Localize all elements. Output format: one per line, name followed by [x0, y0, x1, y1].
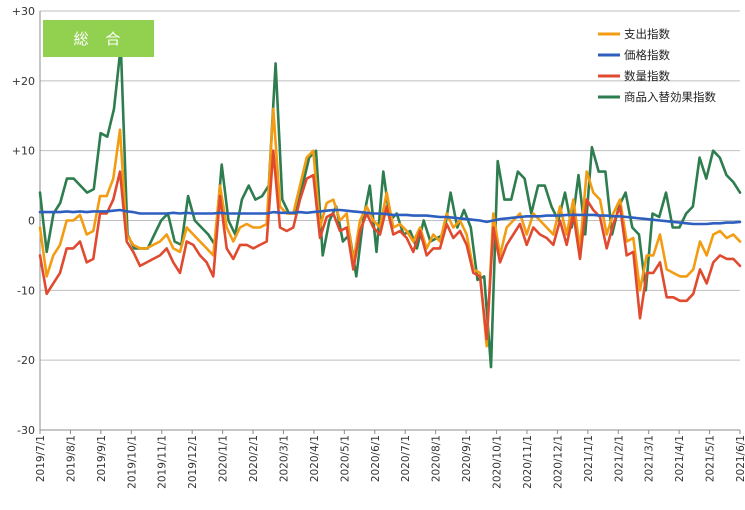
x-tick-label: 2019/11/1 — [157, 435, 169, 489]
x-tick-label: 2020/7/1 — [400, 435, 412, 482]
series-lines — [38, 44, 742, 369]
legend-label: 商品入替効果指数 — [624, 90, 716, 104]
x-tick-label: 2019/10/1 — [126, 435, 138, 489]
x-tick-label: 2020/1/1 — [218, 435, 230, 482]
y-tick-label: -10 — [17, 284, 35, 297]
series-line-1 — [38, 208, 742, 226]
y-tick-label: -30 — [17, 424, 35, 437]
x-tick-label: 2020/5/1 — [339, 435, 351, 482]
x-tick-label: 2020/10/1 — [492, 435, 504, 489]
x-tick-label: 2020/12/1 — [552, 435, 564, 489]
y-tick-label: -20 — [17, 354, 35, 367]
x-tick-label: 2021/5/1 — [705, 435, 717, 482]
x-tick-label: 2019/12/1 — [187, 435, 199, 489]
series-line-2 — [38, 149, 742, 341]
x-tick-label: 2021/4/1 — [674, 435, 686, 482]
x-tick-label: 2021/1/1 — [583, 435, 595, 482]
y-tick-label: +30 — [12, 5, 35, 18]
legend-label: 支出指数 — [624, 27, 670, 41]
legend-label: 価格指数 — [624, 48, 670, 62]
x-tick-label: 2020/11/1 — [522, 435, 534, 489]
x-tick-label: 2020/6/1 — [370, 435, 382, 482]
x-tick-label: 2021/3/1 — [644, 435, 656, 482]
badge-background — [43, 20, 154, 57]
x-tick-label: 2020/4/1 — [309, 435, 321, 482]
chart-title: 総 合 — [74, 30, 127, 48]
x-tick-label: 2019/9/1 — [96, 435, 108, 482]
legend-label: 数量指数 — [624, 69, 670, 83]
x-tick-label: 2019/7/1 — [35, 435, 47, 482]
series-line-0 — [38, 107, 742, 348]
x-tick-label: 2021/6/1 — [735, 435, 745, 482]
y-tick-label: +10 — [12, 145, 35, 158]
x-tick-label: 2020/2/1 — [248, 435, 260, 482]
chart-title-badge: 総 合 — [43, 20, 154, 57]
x-tick-label: 2019/8/1 — [65, 435, 77, 482]
y-tick-label: 0 — [28, 215, 35, 228]
x-tick-label: 2020/9/1 — [461, 435, 473, 482]
x-tick-label: 2020/8/1 — [431, 435, 443, 482]
x-tick-label: 2021/2/1 — [613, 435, 625, 482]
y-tick-label: +20 — [12, 75, 35, 88]
x-tick-label: 2020/3/1 — [278, 435, 290, 482]
